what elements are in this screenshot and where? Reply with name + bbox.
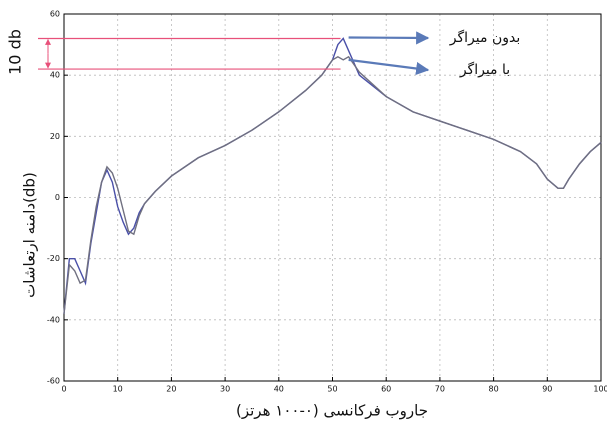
y-tick-label: 0 [55, 193, 60, 202]
x-tick-label: 90 [542, 385, 552, 394]
x-tick-label: 0 [61, 385, 66, 394]
x-tick-label: 80 [489, 385, 499, 394]
y-tick-label: 20 [50, 132, 60, 141]
x-tick-label: 60 [381, 385, 391, 394]
x-axis-label: جاروب فرکانسی (۰-۱۰۰ هرتز) [236, 402, 428, 420]
y-tick-label: -20 [47, 254, 60, 263]
plot-frame [63, 13, 602, 382]
legend-label: بدون میراگر [449, 29, 520, 46]
callout-arrow [348, 31, 430, 45]
legend-label: با میراگر [459, 61, 510, 78]
x-tick-label: 10 [113, 385, 123, 394]
x-tick-label: 30 [220, 385, 230, 394]
y-tick-label: -40 [47, 315, 60, 324]
x-tick-label: 50 [327, 385, 337, 394]
y-axis-label: دامنه ارتعاشات(db) [21, 172, 39, 298]
series-line [63, 55, 602, 314]
x-tick-label: 70 [435, 385, 445, 394]
range-label: 10 db [6, 29, 25, 75]
y-tick-label: 60 [50, 10, 60, 19]
callout-arrow [348, 58, 430, 76]
x-tick-label: 40 [274, 385, 284, 394]
y-tick-label: -60 [47, 377, 60, 386]
y-tick-label: 40 [50, 71, 60, 80]
x-tick-label: 100 [593, 385, 607, 394]
x-tick-label: 20 [166, 385, 176, 394]
